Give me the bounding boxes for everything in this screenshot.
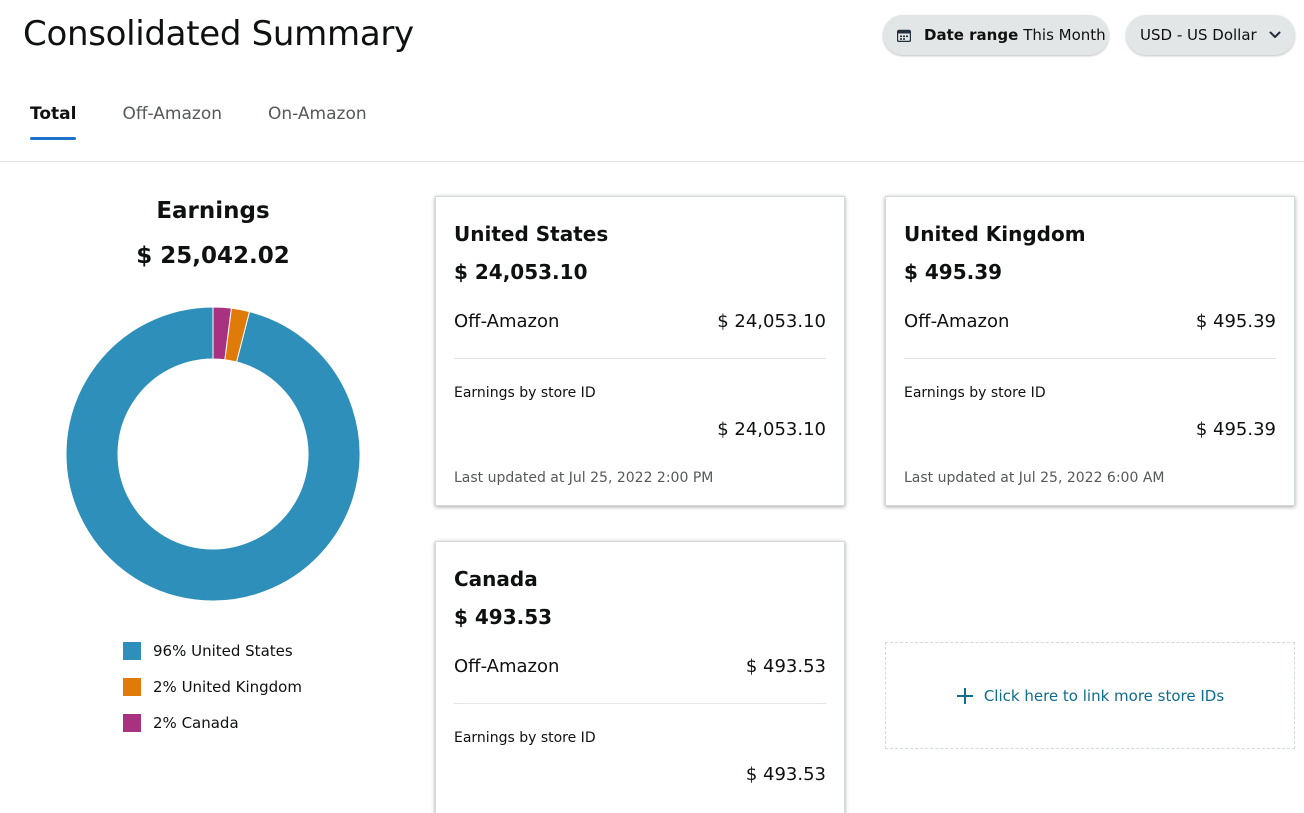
card-off-amazon-row: Off-Amazon $ 24,053.10 [454,311,826,332]
donut-slice-united-states[interactable] [66,306,360,602]
legend-label: 2% Canada [153,714,239,732]
store-id-label: Earnings by store ID [454,730,596,746]
link-more-store-ids-button[interactable]: Click here to link more store IDs [885,642,1295,749]
last-updated: Last updated at Jul 25, 2022 6:00 AM [904,470,1165,486]
legend-label: 2% United Kingdom [153,678,302,696]
card-off-amazon-row: Off-Amazon $ 493.53 [454,656,826,677]
legend-item-canada: 2% Canada [123,705,302,741]
plus-icon [956,687,973,704]
earnings-total: $ 25,042.02 [136,243,290,269]
store-id-label: Earnings by store ID [454,385,596,401]
date-range-button[interactable]: Date range This Month [883,15,1109,55]
earnings-donut-chart [66,306,360,602]
legend-label: 96% United States [153,642,293,660]
card-country-name: United States [454,222,609,246]
card-divider [454,703,826,704]
card-divider [904,358,1276,359]
currency-select[interactable]: USD - US Dollar [1126,15,1295,55]
store-id-value: $ 493.53 [745,764,826,785]
chart-legend: 96% United States 2% United Kingdom 2% C… [123,633,302,741]
last-updated: Last updated at Jul 25, 2022 2:00 PM [454,470,714,486]
card-off-amazon-row: Off-Amazon $ 495.39 [904,311,1276,332]
row-value: $ 24,053.10 [717,311,826,332]
tab-total[interactable]: Total [30,104,77,140]
calendar-icon [897,29,911,42]
store-id-value: $ 495.39 [1195,419,1276,440]
row-label: Off-Amazon [454,656,560,677]
page-title: Consolidated Summary [23,14,414,54]
tab-on-amazon[interactable]: On-Amazon [268,104,367,124]
earnings-title: Earnings [156,198,270,224]
row-label: Off-Amazon [454,311,560,332]
legend-swatch [123,642,141,660]
country-card-canada: Canada $ 493.53 Off-Amazon $ 493.53 Earn… [435,541,845,813]
card-total: $ 495.39 [904,260,1003,284]
legend-swatch [123,714,141,732]
row-label: Off-Amazon [904,311,1010,332]
card-total: $ 24,053.10 [454,260,588,284]
store-id-label: Earnings by store ID [904,385,1046,401]
tab-divider [0,161,1304,162]
legend-item-united-states: 96% United States [123,633,302,669]
date-range-value: This Month [1023,26,1106,44]
legend-item-united-kingdom: 2% United Kingdom [123,669,302,705]
card-divider [454,358,826,359]
link-more-label: Click here to link more store IDs [983,686,1225,705]
tab-bar: Total Off-Amazon On-Amazon [30,104,413,140]
card-country-name: United Kingdom [904,222,1086,246]
legend-swatch [123,678,141,696]
card-total: $ 493.53 [454,605,553,629]
country-card-united-kingdom: United Kingdom $ 495.39 Off-Amazon $ 495… [885,196,1295,506]
currency-value: USD - US Dollar [1140,26,1257,44]
row-value: $ 495.39 [1195,311,1276,332]
date-range-label: Date range [924,26,1019,44]
tab-off-amazon[interactable]: Off-Amazon [122,104,223,124]
chevron-down-icon [1269,31,1281,38]
country-card-united-states: United States $ 24,053.10 Off-Amazon $ 2… [435,196,845,506]
card-country-name: Canada [454,567,538,591]
store-id-value: $ 24,053.10 [717,419,826,440]
row-value: $ 493.53 [745,656,826,677]
